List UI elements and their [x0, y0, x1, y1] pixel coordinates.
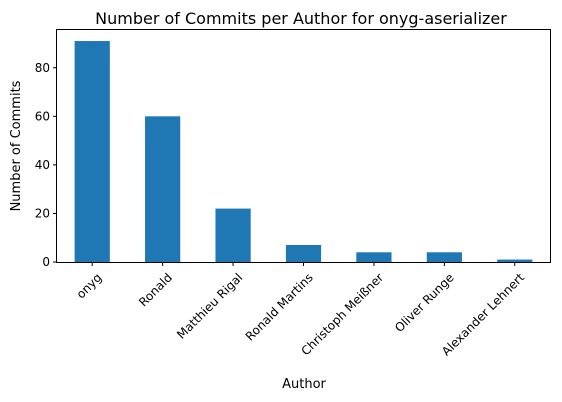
x-tick-label: Ronald Martins	[243, 270, 316, 343]
y-tick-label: 0	[42, 255, 50, 269]
bar	[426, 252, 462, 262]
bar	[497, 259, 533, 262]
bar	[145, 116, 181, 262]
x-tick-label: Ronald	[136, 270, 175, 309]
plot-frame	[56, 29, 551, 263]
y-axis-label: Number of Commits	[9, 80, 24, 211]
bar	[74, 41, 110, 262]
bar	[285, 245, 322, 262]
x-tick-label: onyg	[74, 270, 105, 301]
y-tick-label: 80	[35, 61, 50, 75]
x-tick-label: Oliver Runge	[392, 270, 457, 335]
bar	[356, 252, 392, 262]
y-axis: 0 20 40 60 80	[35, 61, 57, 269]
x-axis-label: Author	[282, 377, 326, 392]
bars-group	[74, 41, 533, 262]
x-tick-label: Matthieu Rigal	[174, 270, 245, 341]
bar	[215, 208, 251, 262]
chart-title: Number of Commits per Author for onyg-as…	[95, 9, 507, 28]
y-tick-label: 40	[35, 158, 50, 172]
y-tick-label: 20	[35, 206, 50, 220]
y-tick-label: 60	[35, 109, 50, 123]
